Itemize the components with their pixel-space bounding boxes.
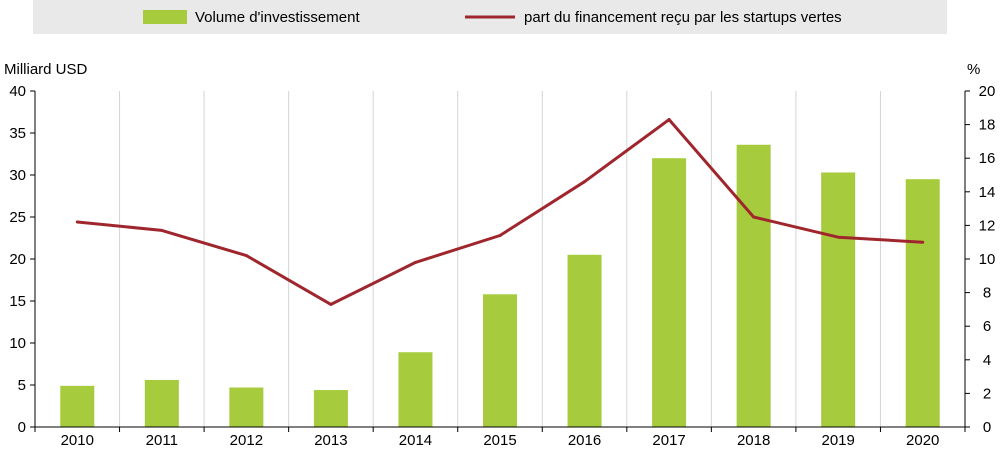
y-right-tick-label: 18: [979, 117, 996, 134]
bar-2015: [483, 294, 517, 427]
y-left-tick-label: 15: [9, 293, 26, 310]
y-right-tick-label: 8: [983, 285, 991, 302]
tick-labels: 0 5 10 15 20 25 30 35 40 0 2 4 6 8 10 12 14 16 18 20 2010 201…: [9, 83, 996, 449]
x-tick-label: 2019: [821, 432, 854, 448]
y-right-tick-label: 0: [983, 419, 991, 436]
x-tick-label: 2015: [483, 432, 516, 448]
bar-2012: [229, 387, 264, 427]
line-point-2011: [160, 228, 164, 232]
bar-2019: [821, 172, 856, 427]
y-left-tick-label: 0: [18, 419, 26, 436]
line-point-2012: [244, 254, 248, 258]
y-left-tick-label: 20: [9, 251, 26, 268]
bar-series: [60, 144, 940, 427]
x-tick-label: 2010: [61, 432, 94, 448]
bar-2018: [736, 144, 771, 427]
line-point-2016: [583, 180, 587, 184]
bar-2020: [905, 179, 940, 427]
y-right-tick-label: 14: [979, 184, 996, 201]
axes: [30, 90, 970, 432]
line-point-2020: [921, 240, 925, 244]
y-right-tick-label: 12: [979, 217, 996, 234]
x-tick-label: 2012: [230, 432, 263, 448]
line-point-2018: [752, 215, 756, 219]
y-left-tick-label: 40: [9, 83, 26, 100]
y-right-tick-label: 6: [983, 318, 991, 335]
y-left-tick-label: 5: [18, 377, 26, 394]
x-tick-label: 2018: [737, 432, 770, 448]
bar-2010: [60, 385, 95, 427]
y-axis-right-title: %: [967, 61, 980, 78]
line-point-2019: [836, 235, 840, 239]
y-right-tick-label: 2: [983, 385, 991, 402]
y-left-tick-label: 25: [9, 209, 26, 226]
x-tick-label: 2011: [146, 432, 178, 448]
y-axis-left-title: Milliard USD: [4, 61, 88, 78]
bar-2013: [313, 390, 348, 427]
legend-label-bar: Volume d'investissement: [195, 9, 360, 26]
line-point-2015: [498, 233, 502, 237]
line-point-2017: [667, 118, 671, 122]
x-tick-label: 2017: [652, 432, 685, 448]
legend-swatch-bar: [143, 10, 187, 24]
line-point-2010: [75, 220, 79, 224]
legend: Volume d'investissement part du financem…: [33, 0, 947, 34]
x-tick-label: 2013: [314, 432, 347, 448]
y-left-tick-label: 10: [9, 335, 26, 352]
x-tick-label: 2016: [568, 432, 601, 448]
bar-2014: [398, 352, 433, 427]
x-tick-label: 2020: [906, 432, 939, 448]
y-right-tick-label: 16: [979, 150, 996, 167]
bar-2017: [652, 158, 687, 427]
bar-2016: [567, 254, 602, 427]
y-right-tick-label: 20: [979, 83, 996, 100]
y-right-tick-label: 4: [983, 352, 991, 369]
line-point-2013: [329, 302, 333, 306]
y-right-tick-label: 10: [979, 251, 996, 268]
legend-label-line: part du financement reçu par les startup…: [524, 9, 842, 26]
line-point-2014: [413, 260, 417, 264]
line-series: [75, 118, 925, 306]
y-left-tick-label: 35: [9, 125, 26, 142]
y-left-tick-label: 30: [9, 167, 26, 184]
bar-2011: [144, 379, 179, 427]
grid-lines: [119, 91, 881, 427]
x-tick-label: 2014: [399, 432, 432, 448]
